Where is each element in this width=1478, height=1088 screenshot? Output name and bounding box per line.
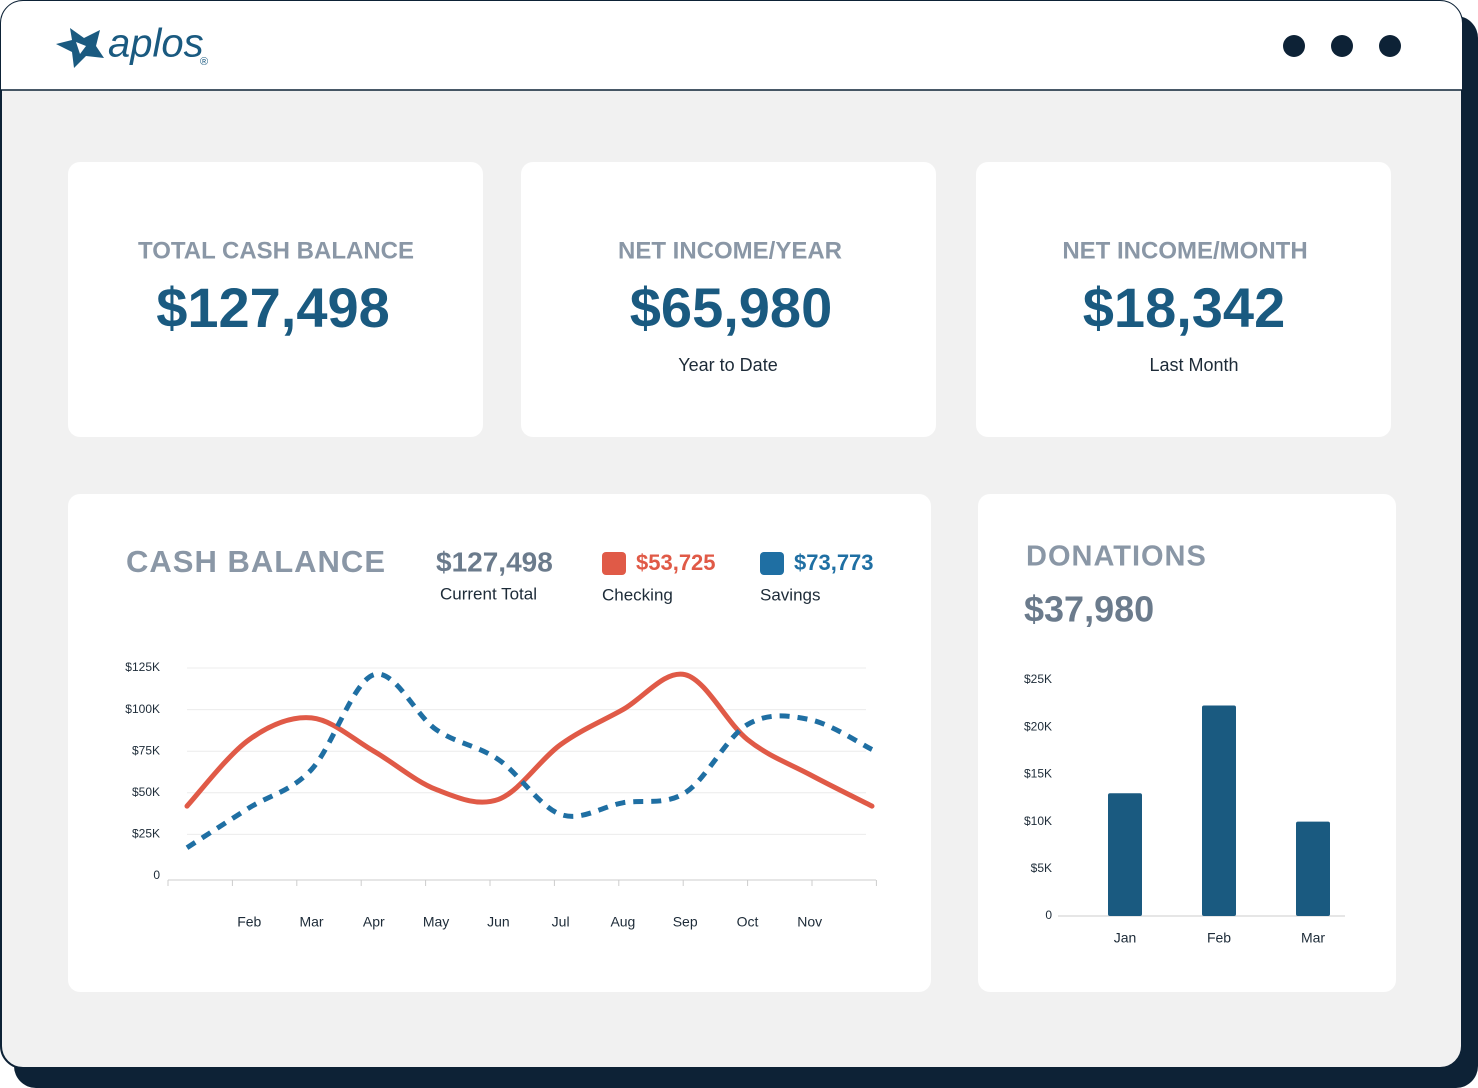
kpi-card xyxy=(521,162,936,437)
trademark: ® xyxy=(200,56,208,68)
kpi-title: NET INCOME/MONTH xyxy=(1062,237,1307,264)
y-tick-label: $20K xyxy=(1024,719,1052,733)
kpi-value: $18,342 xyxy=(1083,276,1285,339)
x-tick-label: Sep xyxy=(673,914,698,930)
current-total: $127,498 xyxy=(436,546,553,577)
legend-total: $73,773 xyxy=(794,550,874,575)
x-tick-label: Oct xyxy=(737,914,759,930)
header-bar xyxy=(1,1,1462,90)
x-tick-label: Jun xyxy=(487,914,510,930)
kpi-caption: Year to Date xyxy=(678,355,777,375)
y-tick-label: $5K xyxy=(1031,861,1052,875)
y-tick-label: 0 xyxy=(153,868,160,882)
logo-mark-cut xyxy=(76,42,86,54)
kpi-card xyxy=(68,162,483,437)
chart-title: CASH BALANCE xyxy=(126,544,386,579)
y-tick-label: $75K xyxy=(132,743,160,757)
logo-text[interactable]: aplos xyxy=(108,22,204,66)
legend-swatch xyxy=(602,552,626,575)
y-tick-label: $50K xyxy=(132,785,160,799)
legend-swatch xyxy=(760,552,784,575)
kpi-title: NET INCOME/YEAR xyxy=(618,237,842,264)
current-total-label: Current Total xyxy=(440,584,537,603)
bar xyxy=(1296,821,1330,916)
x-tick-label: Apr xyxy=(363,914,385,930)
legend-name: Checking xyxy=(602,585,673,604)
menu-dot[interactable] xyxy=(1283,35,1305,57)
bar xyxy=(1108,793,1142,916)
y-tick-label: 0 xyxy=(1045,908,1052,922)
chart-title: DONATIONS xyxy=(1026,541,1207,573)
x-tick-label: Mar xyxy=(1301,930,1325,946)
kpi-card xyxy=(976,162,1391,437)
x-tick-label: May xyxy=(423,914,449,930)
legend-total: $53,725 xyxy=(636,550,716,575)
y-tick-label: $25K xyxy=(1024,672,1052,686)
chart-card xyxy=(68,494,931,992)
x-tick-label: Aug xyxy=(610,914,635,930)
x-tick-label: Mar xyxy=(299,914,323,930)
y-tick-label: $10K xyxy=(1024,814,1052,828)
y-tick-label: $100K xyxy=(125,702,160,716)
kpi-title: TOTAL CASH BALANCE xyxy=(138,237,414,264)
menu-dot[interactable] xyxy=(1379,35,1401,57)
y-tick-label: $125K xyxy=(125,660,160,674)
x-tick-label: Jul xyxy=(552,914,570,930)
kpi-caption: Last Month xyxy=(1149,355,1238,375)
bar xyxy=(1202,705,1236,916)
chart-card xyxy=(978,494,1396,992)
x-tick-label: Feb xyxy=(1207,930,1231,946)
x-tick-label: Feb xyxy=(237,914,261,930)
y-tick-label: $15K xyxy=(1024,767,1052,781)
donations-total: $37,980 xyxy=(1024,589,1154,630)
series-line xyxy=(185,671,874,850)
kpi-value: $65,980 xyxy=(630,276,832,339)
x-tick-label: Jan xyxy=(1114,930,1137,946)
legend-name: Savings xyxy=(760,585,820,604)
kpi-value: $127,498 xyxy=(156,276,390,339)
series-line xyxy=(184,671,875,809)
y-tick-label: $25K xyxy=(132,827,160,841)
x-tick-label: Nov xyxy=(797,914,822,930)
menu-dot[interactable] xyxy=(1331,35,1353,57)
